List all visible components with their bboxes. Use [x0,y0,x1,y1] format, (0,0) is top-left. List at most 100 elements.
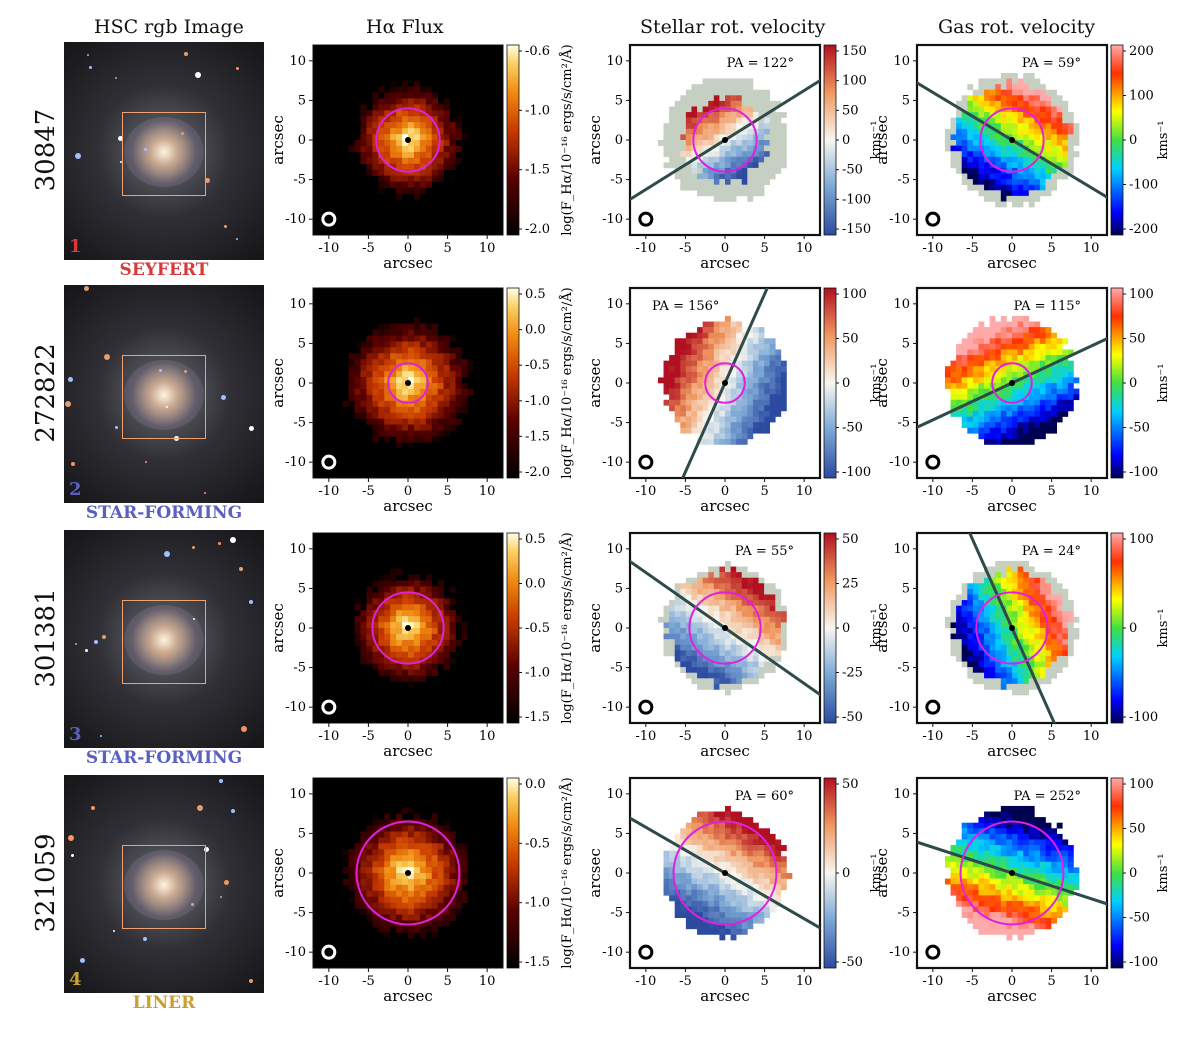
velocity-pixel [702,349,709,356]
velocity-pixel [989,78,996,85]
velocity-pixel [967,416,974,423]
velocity-pixel [725,416,731,423]
flux-pixel [408,341,415,348]
velocity-pixel [944,856,951,863]
aperture-circle [387,362,429,404]
velocity-pixel [685,856,692,863]
velocity-pixel [1034,128,1041,135]
velocity-pixel [1000,410,1007,417]
y-tick-label: 0 [615,376,623,391]
velocity-pixel [1023,134,1030,141]
velocity-pixel [730,633,737,640]
velocity-pixel [995,173,1002,180]
flux-pixel [419,586,427,593]
flux-pixel [372,633,379,641]
flux-pixel [390,586,397,593]
velocity-pixel [747,388,754,395]
flux-pixel [360,884,367,892]
velocity-pixel [775,867,782,874]
velocity-pixel [1012,884,1018,891]
velocity-pixel [984,128,990,135]
velocity-pixel [1017,416,1024,423]
background-star [204,847,209,852]
velocity-pixel [967,167,974,174]
velocity-pixel [769,616,776,623]
velocity-pixel [978,878,985,885]
velocity-pixel [697,394,703,401]
flux-pixel [378,633,385,641]
velocity-pixel [674,377,681,384]
velocity-pixel [1045,134,1052,141]
flux-pixel [396,169,403,176]
velocity-pixel [764,833,771,840]
velocity-pixel [713,583,720,590]
flux-pixel [443,140,450,147]
velocity-pixel [1006,128,1013,135]
velocity-pixel [725,878,731,885]
x-tick-label: 10 [479,484,496,499]
velocity-pixel [1012,416,1018,423]
flux-pixel [372,657,379,664]
velocity-pixel [758,873,765,879]
flux-pixel [431,175,438,182]
velocity-pixel [1051,343,1058,350]
velocity-pixel [713,123,720,130]
velocity-pixel [1045,162,1052,169]
velocity-pixel [972,644,979,651]
velocity-pixel [713,683,720,690]
velocity-pixel [730,399,737,406]
velocity-pixel [674,633,681,640]
velocity-pixel [1017,321,1024,328]
flux-pixel [402,902,409,909]
flux-pixel [449,657,456,664]
velocity-pixel [1012,867,1018,874]
velocity-pixel [995,655,1002,662]
flux-pixel [413,914,421,921]
velocity-pixel [674,416,681,423]
velocity-pixel [697,906,703,913]
velocity-pixel [984,661,990,668]
flux-pixel [384,406,391,413]
flux-pixel [354,377,361,384]
velocity-pixel [1017,338,1024,345]
velocity-pixel [1051,633,1058,640]
velocity-pixel [1012,912,1018,919]
velocity-pixel [1028,184,1035,191]
flux-pixel [402,633,409,641]
velocity-pixel [1028,900,1035,907]
velocity-pixel [967,179,974,186]
flux-pixel [354,622,361,629]
flux-pixel [378,819,385,826]
velocity-pixel [1034,605,1041,612]
velocity-pixel [769,856,776,863]
velocity-pixel [764,410,771,417]
velocity-pixel [1028,817,1035,824]
velocity-pixel [950,377,957,384]
velocity-pixel [685,900,692,907]
velocity-pixel [741,84,748,91]
flux-pixel [431,902,438,909]
flux-pixel [431,116,438,123]
velocity-pixel [1006,162,1013,169]
velocity-pixel [736,151,743,158]
flux-pixel [419,400,427,408]
flux-pixel [413,412,421,419]
x-tick-label: 10 [1083,241,1100,256]
velocity-pixel [663,861,670,868]
flux-pixel [402,353,409,360]
velocity-pixel [752,349,759,356]
velocity-pixel [752,405,759,412]
velocity-pixel [1028,867,1035,874]
velocity-pixel [747,112,754,118]
velocity-pixel [758,416,765,423]
velocity-pixel [730,917,737,924]
velocity-pixel [989,667,996,674]
velocity-pixel [1051,89,1058,96]
flux-pixel [396,412,403,419]
velocity-pixel [736,100,743,107]
flux-pixel [461,371,468,378]
velocity-pixel [989,833,996,840]
flux-pixel [390,359,397,366]
velocity-pixel [775,383,782,389]
velocity-pixel [1017,360,1024,367]
